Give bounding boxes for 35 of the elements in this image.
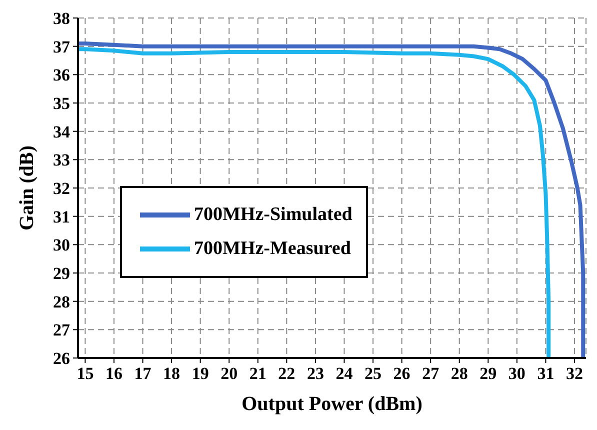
x-tick-label: 24 — [336, 364, 354, 384]
y-axis-title: Gain (dB) — [16, 145, 38, 231]
y-tick-label: 34 — [53, 122, 70, 142]
y-tick-label: 28 — [53, 292, 70, 312]
y-tick-label: 30 — [53, 236, 70, 255]
x-tick-label: 26 — [393, 364, 410, 384]
x-tick-label: 16 — [105, 364, 122, 384]
x-tick-label: 21 — [249, 364, 266, 384]
x-tick-label: 18 — [163, 364, 180, 384]
x-tick-label: 32 — [566, 364, 583, 384]
x-tick-label: 15 — [76, 364, 94, 384]
y-tick-label: 31 — [53, 207, 70, 226]
x-tick-label: 28 — [450, 364, 468, 384]
x-tick-label: 25 — [364, 364, 382, 384]
legend-label: 700MHz-Measured — [194, 238, 351, 260]
y-tick-label: 37 — [53, 37, 70, 56]
x-tick-label: 19 — [192, 364, 209, 384]
x-axis-title: Output Power (dBm) — [242, 393, 422, 415]
y-tick-label: 26 — [53, 349, 70, 368]
y-tick-label: 29 — [53, 264, 70, 284]
y-tick-label: 36 — [53, 66, 70, 85]
x-tick-label: 27 — [422, 364, 440, 384]
y-tick-label: 32 — [53, 179, 70, 198]
x-tick-label: 29 — [480, 364, 497, 384]
x-tick-label: 31 — [537, 364, 554, 384]
y-tick-label: 35 — [53, 94, 70, 114]
y-tick-label: 27 — [53, 320, 70, 340]
y-tick-label: 38 — [53, 9, 70, 28]
x-tick-label: 17 — [134, 364, 152, 384]
x-tick-label: 22 — [278, 364, 296, 384]
y-tick-label: 33 — [53, 150, 70, 170]
x-tick-label: 20 — [220, 364, 238, 384]
x-tick-label: 23 — [306, 364, 324, 384]
x-tick-label: 30 — [508, 364, 526, 384]
legend-label: 700MHz-Simulated — [194, 204, 352, 226]
